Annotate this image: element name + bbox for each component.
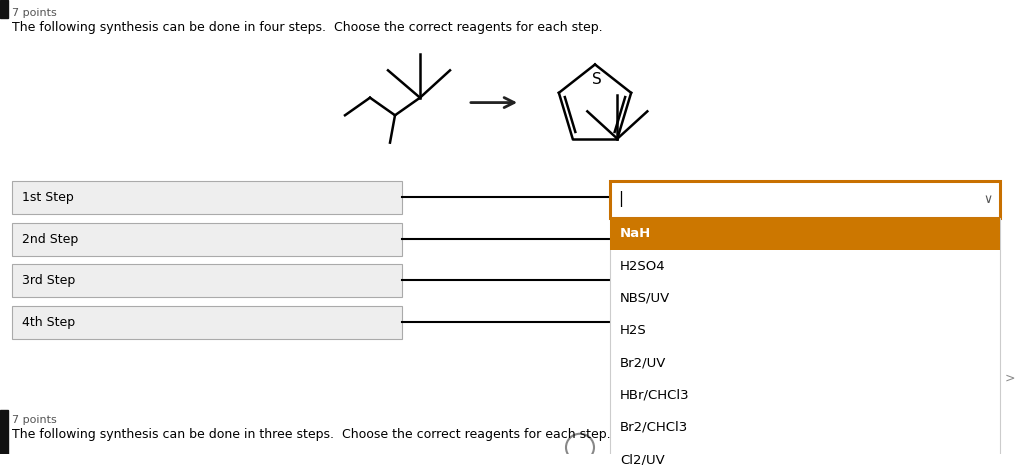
Text: 4th Step: 4th Step bbox=[22, 316, 75, 329]
Bar bbox=[610, 218, 1000, 465]
Text: Br2/UV: Br2/UV bbox=[620, 357, 667, 369]
Text: HBr/CHCl3: HBr/CHCl3 bbox=[620, 389, 689, 402]
Text: NaH: NaH bbox=[620, 227, 651, 240]
Text: |: | bbox=[618, 191, 624, 207]
Bar bbox=[610, 218, 1000, 250]
Text: Cl2/UV: Cl2/UV bbox=[620, 453, 665, 465]
Text: Br2/CHCl3: Br2/CHCl3 bbox=[620, 421, 688, 434]
Text: 7 points: 7 points bbox=[12, 415, 56, 425]
Bar bbox=[12, 223, 402, 256]
Bar bbox=[0, 0, 8, 18]
Text: 1st Step: 1st Step bbox=[22, 191, 74, 204]
Text: ∨: ∨ bbox=[983, 193, 992, 206]
Text: 2nd Step: 2nd Step bbox=[22, 233, 78, 246]
Bar bbox=[12, 181, 402, 214]
Text: The following synthesis can be done in four steps.  Choose the correct reagents : The following synthesis can be done in f… bbox=[12, 21, 603, 34]
Bar bbox=[12, 264, 402, 297]
Bar bbox=[12, 306, 402, 339]
Text: H2S: H2S bbox=[620, 324, 647, 337]
Text: S: S bbox=[592, 72, 602, 87]
Text: >: > bbox=[1005, 371, 1015, 384]
Text: NBS/UV: NBS/UV bbox=[620, 292, 671, 305]
Bar bbox=[610, 181, 1000, 218]
Bar bbox=[0, 410, 8, 454]
Text: 7 points: 7 points bbox=[12, 8, 56, 18]
Text: The following synthesis can be done in three steps.  Choose the correct reagents: The following synthesis can be done in t… bbox=[12, 428, 610, 441]
Text: 3rd Step: 3rd Step bbox=[22, 274, 75, 287]
Text: H2SO4: H2SO4 bbox=[620, 260, 666, 272]
